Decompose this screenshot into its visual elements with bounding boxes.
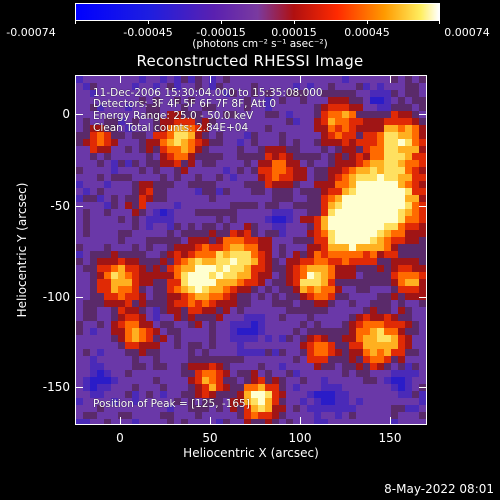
colorbar-tick: -0.00074 bbox=[6, 26, 56, 39]
colorbar-gradient bbox=[76, 4, 439, 20]
date-stamp: 8-May-2022 08:01 bbox=[384, 482, 494, 496]
y-axis-label: Heliocentric Y (arcsec) bbox=[15, 182, 29, 318]
y-tick-label: -100 bbox=[42, 290, 70, 304]
colorbar-tick: -0.00015 bbox=[196, 26, 246, 39]
colorbar-tick: -0.00045 bbox=[123, 26, 173, 39]
x-tick-label: 0 bbox=[116, 431, 124, 445]
colorbar-unit: (photons cm⁻² s⁻¹ asec⁻²) bbox=[192, 38, 328, 50]
peak-position-label: Position of Peak = [125, -165] bbox=[93, 398, 250, 410]
solar-image bbox=[76, 76, 426, 424]
x-tick-label: 50 bbox=[202, 431, 218, 445]
x-tick-label: 100 bbox=[288, 431, 312, 445]
colorbar-tick: 0.00015 bbox=[271, 26, 317, 39]
colorbar bbox=[75, 3, 440, 21]
clean-counts-label: Clean Total counts: 2.84E+04 bbox=[93, 122, 249, 134]
energy-range-label: Energy Range: 25.0 - 50.0 keV bbox=[93, 110, 254, 122]
image-title: Reconstructed RHESSI Image bbox=[136, 52, 364, 70]
x-axis-label: Heliocentric X (arcsec) bbox=[183, 446, 319, 460]
solar-image-plot bbox=[75, 75, 427, 425]
detectors-label: Detectors: 3F 4F 5F 6F 7F 8F, Att 0 bbox=[93, 98, 277, 110]
y-tick-label: -50 bbox=[50, 199, 70, 213]
colorbar-tick: 0.00045 bbox=[344, 26, 390, 39]
time-range-label: 11-Dec-2006 15:30:04.000 to 15:35:08.000 bbox=[93, 87, 323, 99]
y-tick-label: -150 bbox=[42, 380, 70, 394]
y-tick-label: 0 bbox=[62, 107, 70, 121]
colorbar-tick: 0.00074 bbox=[444, 26, 490, 39]
x-tick-label: 150 bbox=[378, 431, 402, 445]
